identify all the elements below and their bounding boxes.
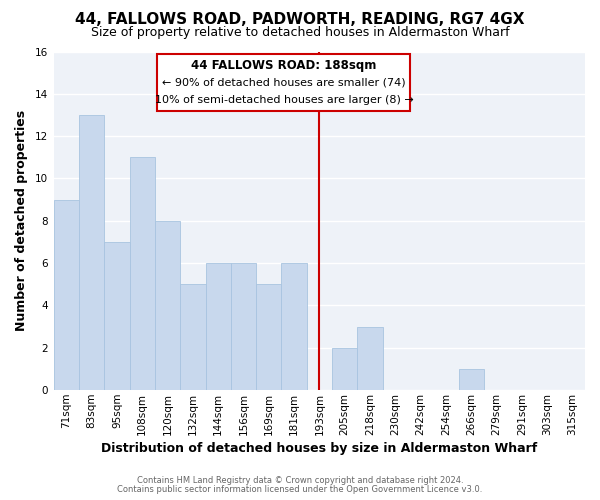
Bar — [231, 263, 256, 390]
Bar — [157, 54, 410, 111]
Text: 44, FALLOWS ROAD, PADWORTH, READING, RG7 4GX: 44, FALLOWS ROAD, PADWORTH, READING, RG7… — [75, 12, 525, 28]
Bar — [155, 221, 180, 390]
Text: Contains public sector information licensed under the Open Government Licence v3: Contains public sector information licen… — [118, 485, 482, 494]
Bar — [79, 115, 104, 390]
Y-axis label: Number of detached properties: Number of detached properties — [15, 110, 28, 332]
Bar — [54, 200, 79, 390]
Bar — [206, 263, 231, 390]
Bar — [180, 284, 206, 390]
Bar — [130, 158, 155, 390]
Bar — [458, 369, 484, 390]
Bar — [104, 242, 130, 390]
Text: 10% of semi-detached houses are larger (8) →: 10% of semi-detached houses are larger (… — [155, 95, 413, 105]
Text: Size of property relative to detached houses in Aldermaston Wharf: Size of property relative to detached ho… — [91, 26, 509, 39]
Text: Contains HM Land Registry data © Crown copyright and database right 2024.: Contains HM Land Registry data © Crown c… — [137, 476, 463, 485]
Bar — [332, 348, 358, 390]
Bar — [358, 326, 383, 390]
Bar — [256, 284, 281, 390]
Text: ← 90% of detached houses are smaller (74): ← 90% of detached houses are smaller (74… — [162, 77, 406, 87]
X-axis label: Distribution of detached houses by size in Aldermaston Wharf: Distribution of detached houses by size … — [101, 442, 538, 455]
Bar — [281, 263, 307, 390]
Text: 44 FALLOWS ROAD: 188sqm: 44 FALLOWS ROAD: 188sqm — [191, 59, 377, 72]
